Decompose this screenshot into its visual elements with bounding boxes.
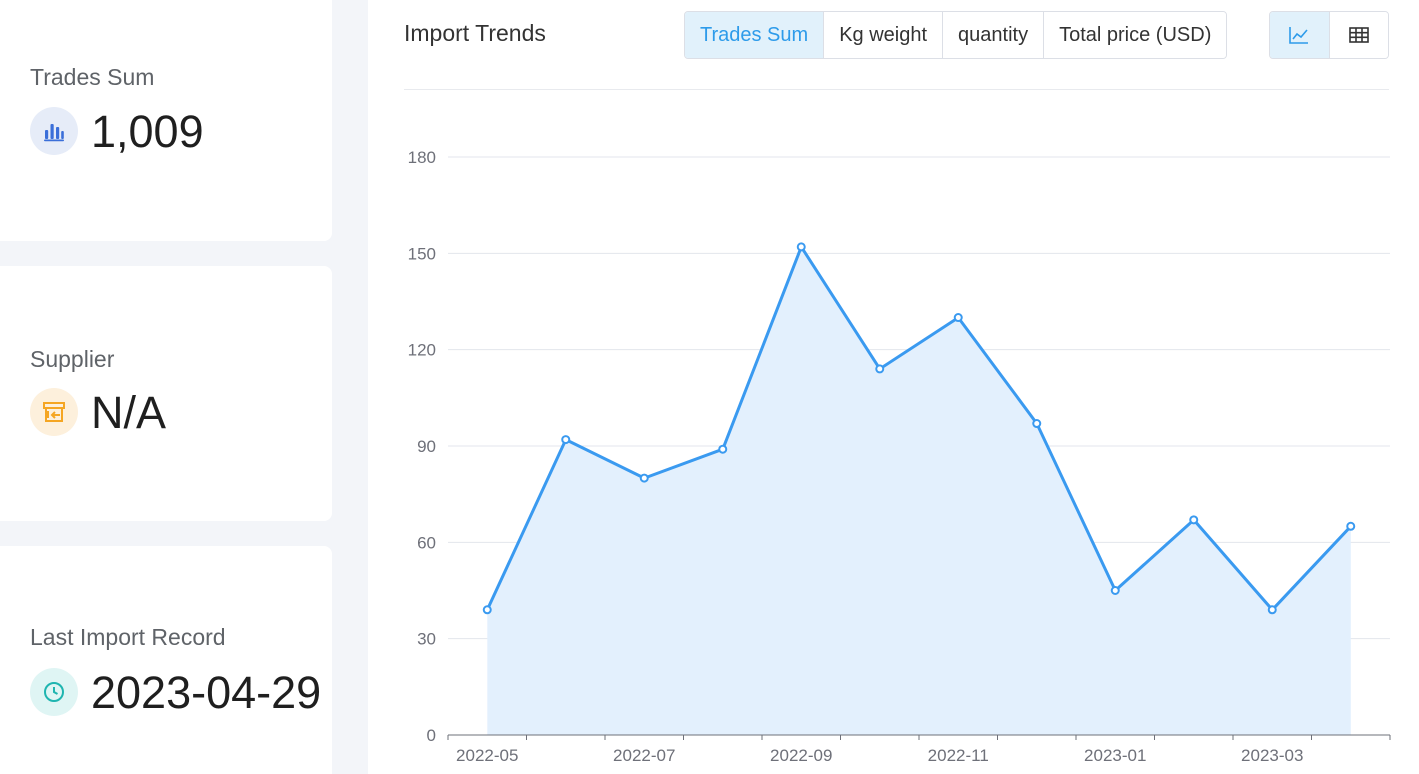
series-line (485, 245, 1352, 612)
data-point[interactable] (1189, 515, 1199, 525)
tab-total-price[interactable]: Total price (USD) (1044, 12, 1227, 58)
import-trends-panel: Import Trends Trades Sum Kg weight quant… (368, 0, 1419, 774)
tab-quantity[interactable]: quantity (943, 12, 1045, 58)
last-import-value: 2023-04-29 (91, 666, 322, 718)
data-point[interactable] (875, 364, 885, 374)
supplier-label: Supplier (30, 346, 115, 372)
line-chart-icon (1289, 27, 1309, 44)
y-tick-label: 0 (427, 726, 436, 745)
supplier-card: Supplier N/A (0, 266, 332, 521)
data-point[interactable] (1346, 521, 1356, 531)
view-toggle (1269, 11, 1389, 59)
x-tick-label: 2023-01 (1084, 746, 1146, 765)
table-icon (1348, 27, 1369, 43)
trades-sum-value: 1,009 (91, 105, 204, 157)
y-tick-label: 90 (417, 437, 436, 456)
x-tick-label: 2023-03 (1241, 746, 1303, 765)
data-point[interactable] (482, 605, 492, 615)
trades-sum-label: Trades Sum (30, 64, 155, 90)
data-point[interactable] (1267, 605, 1277, 615)
clock-icon (30, 668, 78, 716)
y-tick-label: 150 (408, 244, 436, 263)
data-point[interactable] (953, 313, 963, 323)
metric-tabs: Trades Sum Kg weight quantity Total pric… (684, 11, 1228, 59)
data-point[interactable] (1110, 586, 1120, 595)
data-point[interactable] (639, 473, 649, 483)
y-tick-label: 120 (408, 341, 436, 360)
trades-sum-row: 1,009 (30, 107, 204, 155)
supplier-value: N/A (91, 386, 167, 438)
last-import-row: 2023-04-29 (30, 668, 321, 716)
data-point[interactable] (796, 242, 806, 252)
last-import-label: Last Import Record (30, 624, 226, 650)
x-tick-label: 2022-07 (613, 746, 675, 765)
bar-chart-icon (30, 107, 78, 155)
trades-sum-card: Trades Sum 1,009 (0, 0, 332, 241)
last-import-card: Last Import Record 2023-04-29 (0, 546, 332, 774)
y-tick-label: 30 (417, 630, 436, 649)
supplier-row: N/A (30, 388, 166, 436)
chart-title: Import Trends (404, 20, 546, 46)
area-fill (487, 246, 1351, 735)
tab-trades-sum[interactable]: Trades Sum (685, 12, 825, 58)
table-view-button[interactable] (1328, 12, 1388, 58)
data-point[interactable] (718, 444, 728, 454)
y-tick-label: 60 (417, 533, 436, 552)
data-point[interactable] (561, 435, 571, 445)
data-point[interactable] (1032, 419, 1042, 429)
tab-kg-weight[interactable]: Kg weight (824, 12, 944, 58)
y-tick-label: 180 (408, 148, 436, 167)
header-divider (404, 89, 1389, 90)
storefront-icon (30, 388, 78, 436)
x-tick-label: 2022-09 (770, 746, 832, 765)
import-trends-chart: 0 30 60 90 120 150 180 2022-05 2022-07 2022-09 202… (408, 148, 1391, 765)
line-chart-view-button[interactable] (1270, 12, 1329, 58)
x-tick-label: 2022-05 (456, 746, 518, 765)
x-tick-label: 2022-11 (928, 746, 989, 765)
